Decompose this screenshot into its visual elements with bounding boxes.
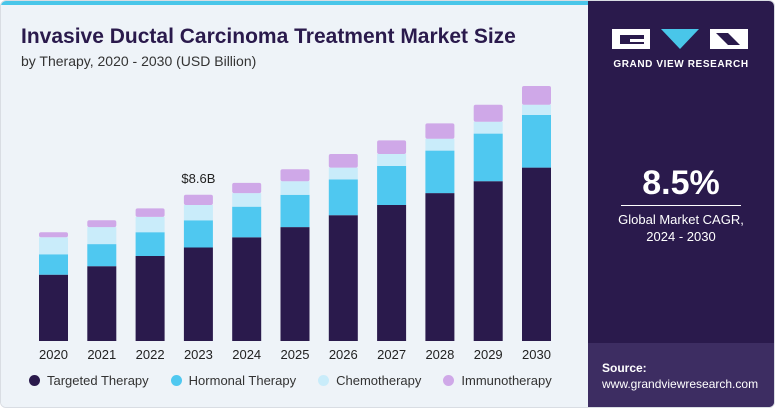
page-subtitle: by Therapy, 2020 - 2030 (USD Billion) — [21, 53, 257, 69]
chart-panel: Invasive Ductal Carcinoma Treatment Mark… — [1, 1, 588, 407]
legend-label: Immunotherapy — [461, 373, 552, 388]
bar-segment — [522, 86, 551, 105]
bar-segment — [87, 220, 117, 228]
cagr-label: Global Market CAGR, 2024 - 2030 — [588, 211, 774, 245]
cagr-label-line2: 2024 - 2030 — [646, 229, 716, 244]
x-tick-label: 2020 — [39, 347, 68, 362]
bar-segment — [473, 133, 503, 182]
source-title: Source: — [602, 361, 647, 375]
chart-legend: Targeted Therapy Hormonal Therapy Chemothe… — [29, 373, 552, 388]
cagr-divider — [621, 205, 741, 206]
bar-segment — [183, 247, 213, 341]
legend-label: Hormonal Therapy — [188, 373, 297, 388]
bar-segment — [328, 154, 358, 168]
bar-segment — [232, 182, 262, 194]
bar-segment — [328, 167, 358, 180]
bar-segment — [280, 181, 310, 195]
legend-item: Targeted Therapy — [29, 373, 149, 388]
bar-segment — [473, 104, 503, 122]
x-tick-label: 2026 — [329, 347, 358, 362]
bar-segment — [135, 256, 165, 341]
accent-bar — [1, 1, 588, 5]
bar-segment — [39, 237, 68, 255]
stacked-bar-chart: 2020 2021 2022 2023 $8.6B 2024 2025 2026 2027 202… — [39, 86, 551, 362]
x-tick-label: 2024 — [232, 347, 261, 362]
x-tick-label: 2021 — [87, 347, 116, 362]
bar-segment — [522, 167, 551, 341]
x-tick-label: 2023 — [184, 347, 213, 362]
bar-segment — [183, 220, 213, 248]
legend-item: Chemotherapy — [318, 373, 421, 388]
bar-segment — [39, 232, 68, 238]
bar-segment — [425, 138, 455, 151]
bar-segment — [473, 181, 503, 341]
x-tick-label: 2027 — [377, 347, 406, 362]
bar-segment — [87, 266, 117, 341]
bar-segment — [522, 104, 551, 115]
bar-segment — [87, 227, 117, 245]
bar-segment — [328, 179, 358, 216]
legend-swatch — [170, 375, 182, 386]
bar-segment — [425, 193, 455, 341]
bar-segment — [425, 123, 455, 139]
bar-segment — [522, 114, 551, 168]
bar-segment — [135, 208, 165, 217]
legend-label: Targeted Therapy — [47, 373, 149, 388]
legend-swatch — [318, 375, 330, 386]
bar-segment — [280, 194, 310, 228]
bar-segment — [135, 216, 165, 233]
source-box: Source: www.grandviewresearch.com — [588, 343, 774, 407]
bar-segment — [232, 237, 262, 341]
bar-segment — [377, 205, 407, 341]
legend-item: Hormonal Therapy — [170, 373, 297, 388]
bar-segment — [280, 169, 310, 182]
bar-segment — [135, 232, 165, 256]
bar-segment — [232, 193, 262, 207]
legend-swatch — [443, 375, 455, 386]
bar-segment — [232, 206, 262, 238]
bar-segment — [87, 244, 117, 267]
page-title: Invasive Ductal Carcinoma Treatment Mark… — [21, 25, 516, 48]
x-tick-label: 2022 — [136, 347, 165, 362]
bar-segment — [183, 194, 213, 205]
x-tick-label: 2029 — [474, 347, 503, 362]
x-tick-label: 2028 — [425, 347, 454, 362]
brand-name: GRAND VIEW RESEARCH — [613, 59, 749, 70]
x-tick-label: 2025 — [281, 347, 310, 362]
legend-swatch — [29, 375, 40, 386]
legend-item: Immunotherapy — [443, 373, 552, 388]
bar-segment — [39, 274, 68, 341]
bar-segment — [377, 140, 407, 154]
cagr-value: 8.5% — [642, 164, 720, 202]
bar-segment — [328, 215, 358, 341]
bar-segment — [473, 121, 503, 134]
bar-segment — [39, 254, 68, 275]
cagr-label-line1: Global Market CAGR, — [618, 212, 744, 227]
bar-segment — [377, 165, 407, 205]
bar-segment — [280, 227, 310, 341]
sidebar-panel: GRAND VIEW RESEARCH 8.5% Global Market C… — [588, 1, 774, 407]
grand-view-research-logo-icon — [612, 29, 748, 49]
x-tick-label: 2030 — [522, 347, 551, 362]
legend-label: Chemotherapy — [336, 373, 422, 388]
value-annotation: $8.6B — [181, 171, 215, 186]
bar-segment — [377, 154, 407, 166]
bar-segment — [183, 205, 213, 221]
source-link[interactable]: www.grandviewresearch.com — [602, 377, 759, 391]
bar-segment — [425, 150, 455, 194]
